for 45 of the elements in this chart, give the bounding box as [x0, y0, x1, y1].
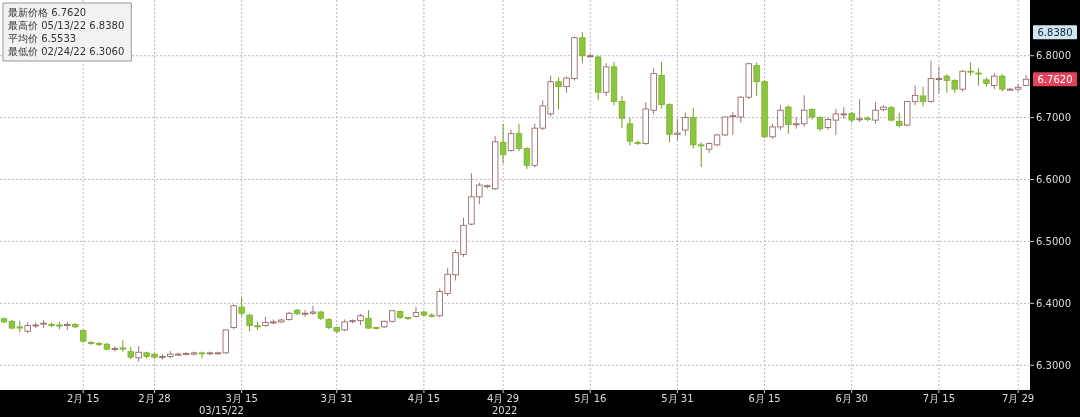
y-tick-label: 6.6000	[1036, 174, 1071, 186]
x-tick-label: 4月 15	[407, 393, 441, 404]
y-tick-label: 6.4000	[1036, 297, 1071, 309]
x-tick-label: 2月 28	[138, 393, 171, 404]
x-tick-label: 4月 29	[486, 393, 520, 404]
candlestick	[412, 306, 420, 319]
annotation: 6.7620	[1037, 73, 1073, 85]
x-tick-label: 7月 29	[1001, 393, 1035, 404]
candlestick	[785, 104, 792, 135]
candlestick	[682, 112, 689, 137]
x-tick-label: 2月 15	[67, 393, 100, 404]
y-tick-label: 6.3000	[1036, 359, 1071, 371]
text: 03/15/22	[198, 405, 244, 416]
candlestick	[872, 101, 879, 125]
candlestick	[238, 296, 245, 317]
candlestick	[919, 86, 927, 107]
x-tick-label: 5月 16	[574, 393, 607, 404]
annotation: 6.8380	[1037, 26, 1073, 38]
candlestick	[618, 95, 626, 129]
candlestick	[959, 69, 966, 93]
y-tick-label: 6.7000	[1036, 112, 1071, 124]
candlestick	[230, 304, 237, 330]
y-tick-label: 6.5000	[1036, 235, 1071, 247]
text: 2022	[491, 405, 518, 416]
y-tick-label: 6.8000	[1036, 50, 1071, 62]
candlestick	[856, 98, 863, 123]
annotation: 最新价格 6.7620	[8, 7, 87, 18]
x-tick-label: 6月 15	[748, 393, 781, 404]
candlestick	[301, 309, 309, 318]
candlestick	[674, 118, 681, 142]
annotation: 最低价 02/24/22 6.3060	[8, 46, 125, 57]
annotation: 平均价 6.5533	[8, 33, 77, 44]
x-tick-label: 6月 30	[835, 393, 868, 404]
x-tick-label: 7月 15	[922, 393, 956, 404]
candlestick	[309, 305, 317, 316]
annotation: 最高价 05/13/22 6.8380	[8, 20, 125, 31]
x-tick-label: 3月 15	[225, 393, 258, 404]
candlestick	[579, 31, 586, 64]
x-tick-label: 5月 31	[661, 393, 694, 404]
candlestick	[555, 76, 562, 111]
candlestick	[111, 345, 119, 353]
x-tick-label: 3月 31	[320, 393, 353, 404]
candlestick	[507, 129, 515, 153]
candlestick	[626, 117, 634, 146]
candlestick	[499, 123, 507, 164]
